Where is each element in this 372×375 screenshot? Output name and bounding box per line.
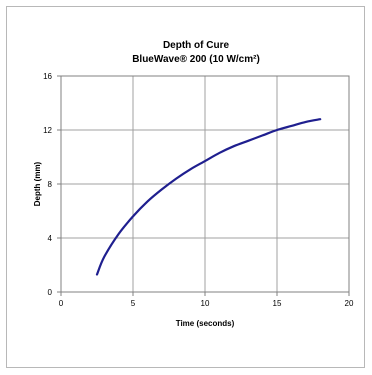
tick-labels: 0 5 10 15 20 0 4 8 12 16: [43, 72, 354, 308]
chart-subtitle: BlueWave® 200 (10 W/cm²): [132, 54, 260, 65]
grid: [57, 75, 350, 296]
y-tick-label: 8: [48, 180, 53, 189]
x-tick-label: 5: [131, 299, 136, 308]
y-axis-label: Depth (mm): [33, 161, 42, 206]
x-tick-label: 20: [345, 299, 354, 308]
x-tick-label: 15: [273, 299, 282, 308]
plot-area-border: [60, 75, 350, 293]
x-tick-label: 0: [59, 299, 64, 308]
x-axis-label: Time (seconds): [176, 319, 235, 328]
y-tick-label: 0: [48, 288, 53, 297]
chart-title: Depth of Cure: [163, 40, 230, 51]
x-tick-label: 10: [201, 299, 210, 308]
series-layer: [95, 118, 322, 276]
y-tick-label: 16: [43, 72, 52, 81]
y-tick-label: 4: [48, 234, 53, 243]
y-tick-label: 12: [43, 126, 52, 135]
chart-frame: [6, 6, 365, 368]
depth-curve-line: [95, 118, 322, 276]
